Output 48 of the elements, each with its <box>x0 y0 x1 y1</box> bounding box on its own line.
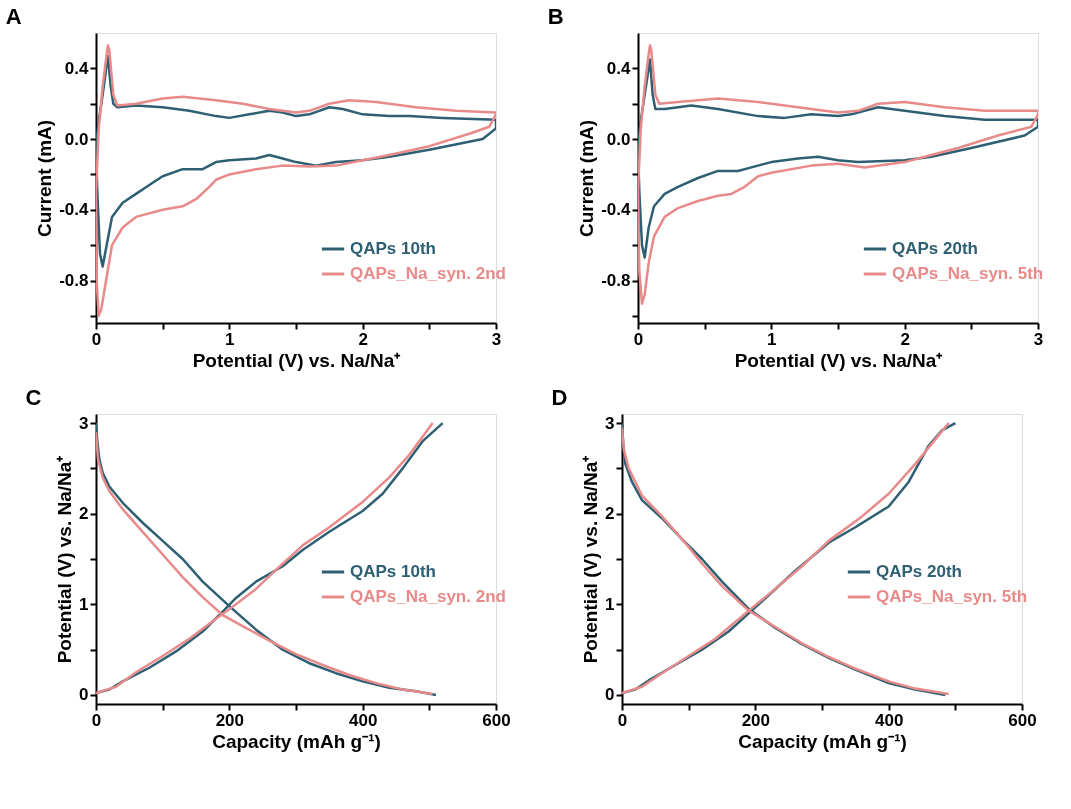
x-tick-label: 200 <box>215 710 245 730</box>
x-tick-label: 3 <box>491 329 502 349</box>
x-tick-label: 600 <box>482 710 511 730</box>
x-axis-title: Potential (V) vs. Na/Na⁺ <box>192 349 402 371</box>
y-tick-label: -0.8 <box>601 271 631 291</box>
y-tick-label: 1 <box>605 594 615 614</box>
y-tick-label: -0.8 <box>59 271 89 291</box>
x-axis-title: Capacity (mAh g⁻¹) <box>212 730 381 752</box>
legend-label: QAPs 20th <box>876 562 962 581</box>
y-tick-label: 0 <box>79 685 89 705</box>
y-axis-title: Potential (V) vs. Na/Na⁺ <box>54 454 76 664</box>
chart-title: A <box>5 4 22 29</box>
y-tick-label: 3 <box>605 413 615 433</box>
legend-label: QAPs_Na_syn. 5th <box>876 587 1028 606</box>
chart-title: D <box>551 385 568 410</box>
x-axis-title: Capacity (mAh g⁻¹) <box>738 730 907 752</box>
legend-label: QAPs 10th <box>350 562 436 581</box>
y-tick-label: -0.4 <box>59 200 90 220</box>
x-axis-title: Potential (V) vs. Na/Na⁺ <box>734 349 944 371</box>
y-tick-label: 3 <box>79 413 89 433</box>
legend-label: QAPs_Na_syn. 2nd <box>350 264 506 283</box>
legend-label: QAPs_Na_syn. 5th <box>892 264 1044 283</box>
y-tick-label: 2 <box>79 504 89 524</box>
y-tick-label: -0.4 <box>601 200 632 220</box>
legend-label: QAPs 20th <box>892 239 978 258</box>
x-tick-label: 600 <box>1008 710 1037 730</box>
y-axis-title: Current (mA) <box>34 119 56 238</box>
y-tick-label: 0.0 <box>64 129 89 149</box>
x-tick-label: 3 <box>1033 329 1044 349</box>
y-tick-label: 0.4 <box>64 58 90 78</box>
y-tick-label: 0 <box>605 685 615 705</box>
y-tick-label: 2 <box>605 504 615 524</box>
x-tick-label: 1 <box>767 329 777 349</box>
legend-label: QAPs 10th <box>350 239 436 258</box>
x-tick-label: 2 <box>900 329 910 349</box>
chart-title: B <box>547 4 564 29</box>
x-tick-label: 400 <box>874 710 904 730</box>
x-tick-label: 1 <box>225 329 235 349</box>
chart-title: C <box>25 385 42 410</box>
y-tick-label: 1 <box>79 594 89 614</box>
x-tick-label: 2 <box>358 329 368 349</box>
legend-label: QAPs_Na_syn. 2nd <box>350 587 506 606</box>
y-axis-title: Current (mA) <box>576 119 598 238</box>
x-tick-label: 400 <box>348 710 378 730</box>
y-tick-label: 0.0 <box>606 129 631 149</box>
y-axis-title: Potential (V) vs. Na/Na⁺ <box>580 454 602 664</box>
y-tick-label: 0.4 <box>606 58 632 78</box>
x-tick-label: 200 <box>741 710 771 730</box>
